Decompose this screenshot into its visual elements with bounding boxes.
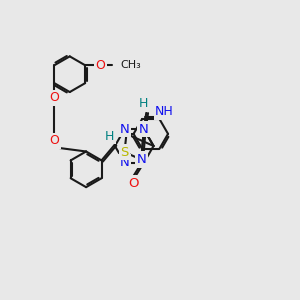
Text: N: N [136,153,146,166]
Text: N: N [139,123,149,136]
Text: NH: NH [155,105,174,118]
Text: N: N [120,123,129,136]
Text: O: O [50,134,59,147]
Text: N: N [120,156,129,169]
Text: CH₃: CH₃ [120,60,141,70]
Text: O: O [96,59,106,72]
Text: O: O [50,92,59,104]
Text: O: O [128,177,139,190]
Text: H: H [105,130,114,142]
Text: S: S [120,146,129,159]
Text: H: H [139,98,148,110]
